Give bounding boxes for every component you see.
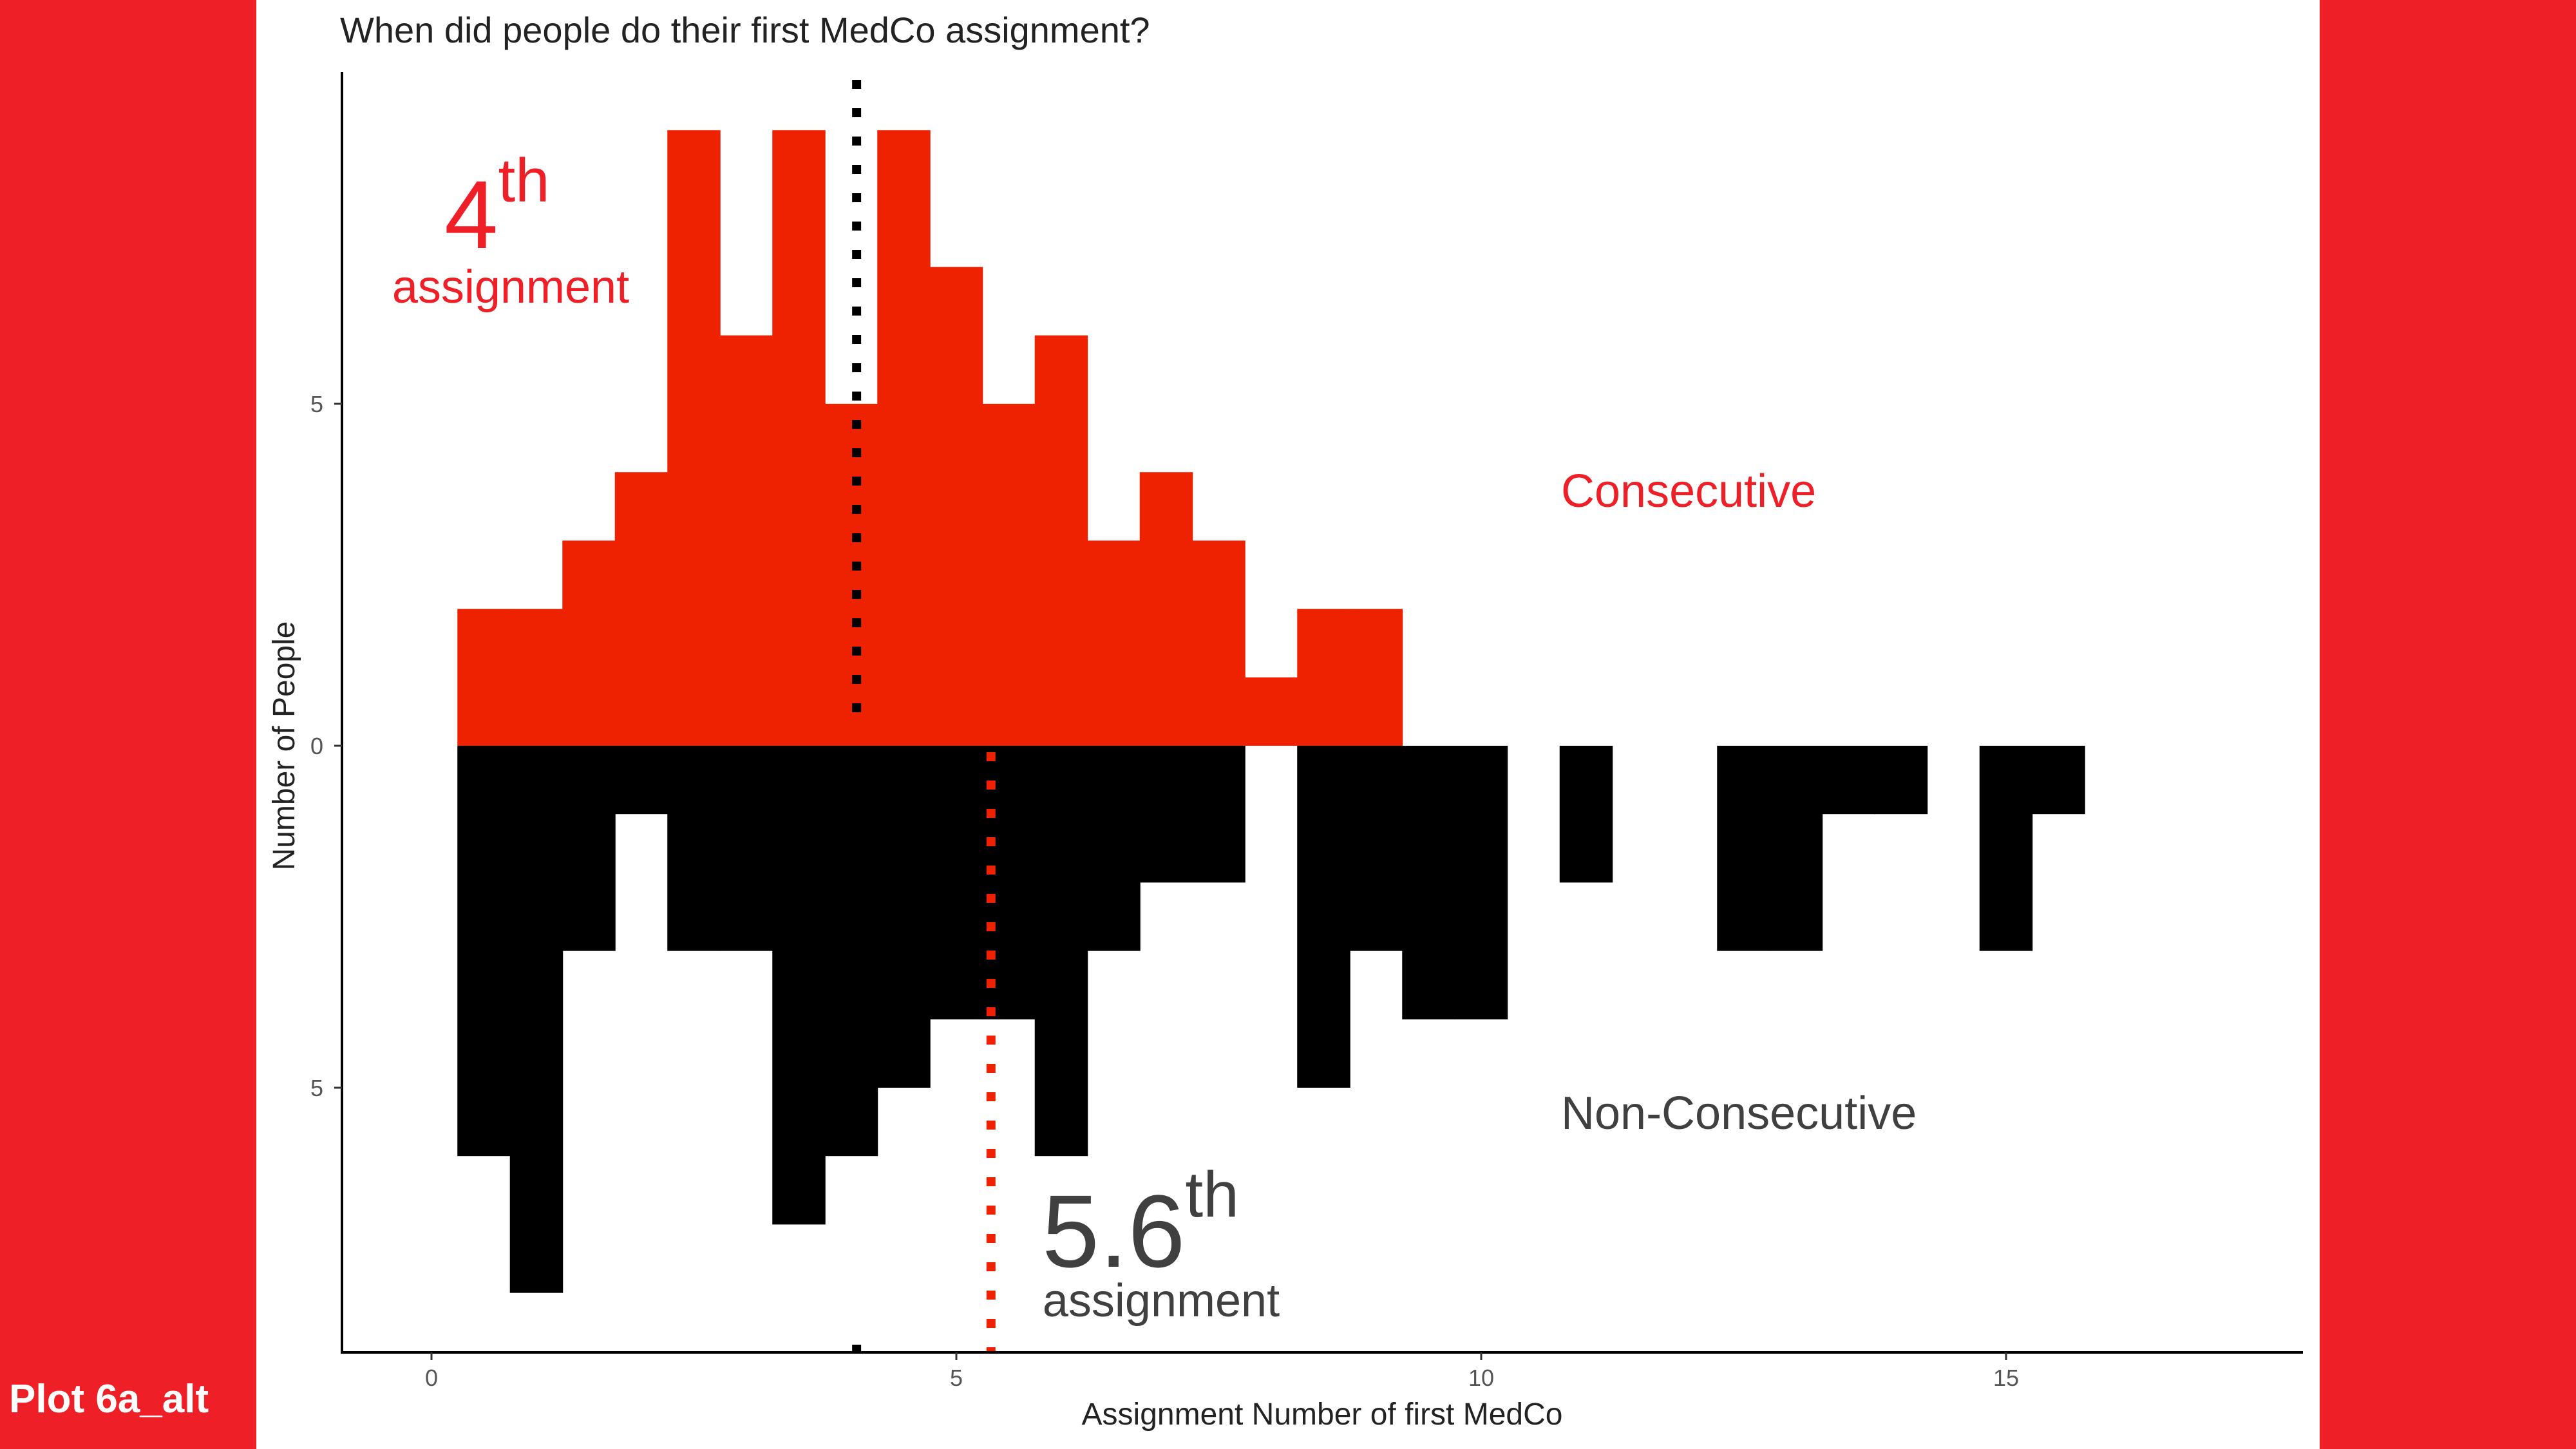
- consecutive-bar-3: [614, 472, 668, 746]
- non-consecutive-bar-29: [1979, 746, 2033, 951]
- non-consecutive-mean-annotation: 5.6th: [1042, 1159, 1239, 1289]
- non-consecutive-bar-11: [1034, 746, 1088, 1157]
- consecutive-bar-13: [1139, 472, 1193, 746]
- x-tick-label-0: 0: [425, 1365, 438, 1391]
- x-tick-label-15: 15: [1993, 1365, 2019, 1391]
- consecutive-bar-17: [1349, 609, 1403, 746]
- non-consecutive-bar-10: [982, 746, 1036, 1019]
- non-consecutive-bar-3: [614, 746, 668, 815]
- consecutive-bars: [457, 130, 1403, 746]
- non-consecutive-bar-9: [929, 746, 983, 1019]
- non-consecutive-bar-26: [1822, 746, 1875, 815]
- non-consecutive-bar-19: [1454, 746, 1508, 1019]
- axes: [341, 72, 2303, 1354]
- y-axis-ticks: 5 0 5: [310, 391, 342, 1101]
- x-axis-label: Assignment Number of first MedCo: [1082, 1397, 1563, 1432]
- non-consecutive-mean-word: assignment: [1043, 1275, 1280, 1327]
- consecutive-mean-number: 4: [444, 160, 498, 269]
- non-consecutive-mean-number: 5.6: [1042, 1173, 1185, 1289]
- non-consecutive-bar-17: [1349, 746, 1403, 951]
- consecutive-mean-word: assignment: [392, 261, 629, 313]
- non-consecutive-bars: [457, 746, 2085, 1293]
- non-consecutive-bar-30: [2032, 746, 2085, 815]
- non-consecutive-mean-suffix: th: [1185, 1159, 1238, 1231]
- consecutive-series-label: Consecutive: [1561, 466, 1816, 517]
- y-axis-label: Number of People: [267, 621, 301, 871]
- x-tick-label-5: 5: [950, 1365, 963, 1391]
- consecutive-bar-11: [1034, 335, 1088, 746]
- non-consecutive-bar-14: [1192, 746, 1245, 883]
- non-consecutive-bar-24: [1717, 746, 1770, 951]
- non-consecutive-bar-8: [877, 746, 931, 1088]
- non-consecutive-series-label: Non-Consecutive: [1561, 1088, 1917, 1139]
- non-consecutive-bar-5: [719, 746, 773, 951]
- chart-panel: When did people do their first MedCo ass…: [256, 0, 2320, 1449]
- non-consecutive-bar-18: [1402, 746, 1455, 1019]
- non-consecutive-bar-2: [562, 746, 616, 951]
- non-consecutive-bar-4: [667, 746, 721, 951]
- consecutive-bar-1: [509, 609, 564, 746]
- consecutive-bar-6: [772, 130, 826, 746]
- consecutive-bar-2: [562, 540, 616, 746]
- y-tick-label-1: 0: [310, 733, 323, 759]
- y-tick-label-0: 5: [310, 391, 323, 417]
- chart-title: When did people do their first MedCo ass…: [340, 10, 1150, 50]
- x-axis-ticks: 0 5 10 15: [425, 1352, 2019, 1391]
- consecutive-mean-suffix: th: [498, 146, 549, 215]
- consecutive-bar-12: [1087, 540, 1141, 746]
- consecutive-bar-0: [457, 609, 511, 746]
- consecutive-bar-14: [1192, 540, 1245, 746]
- consecutive-mean-annotation: 4th: [444, 146, 550, 269]
- consecutive-bar-7: [824, 404, 878, 746]
- non-consecutive-bar-16: [1297, 746, 1350, 1088]
- non-consecutive-bar-21: [1559, 746, 1613, 883]
- histogram-chart: When did people do their first MedCo ass…: [267, 10, 2303, 1432]
- consecutive-bar-15: [1244, 677, 1298, 746]
- non-consecutive-bar-25: [1769, 746, 1823, 951]
- non-consecutive-bar-7: [824, 746, 878, 1157]
- non-consecutive-bar-12: [1087, 746, 1141, 951]
- consecutive-bar-8: [877, 130, 931, 746]
- non-consecutive-bar-1: [509, 746, 564, 1293]
- non-consecutive-bar-6: [772, 746, 826, 1225]
- non-consecutive-bar-13: [1139, 746, 1193, 883]
- plot-label: Plot 6a_alt: [9, 1377, 209, 1421]
- consecutive-bar-10: [982, 404, 1036, 746]
- consecutive-bar-9: [929, 267, 983, 746]
- non-consecutive-bar-27: [1874, 746, 1928, 815]
- consecutive-bar-5: [719, 335, 773, 746]
- consecutive-bar-16: [1297, 609, 1350, 746]
- non-consecutive-bar-0: [457, 746, 511, 1157]
- x-tick-label-10: 10: [1468, 1365, 1494, 1391]
- y-tick-label-2: 5: [310, 1075, 323, 1101]
- consecutive-bar-4: [667, 130, 721, 746]
